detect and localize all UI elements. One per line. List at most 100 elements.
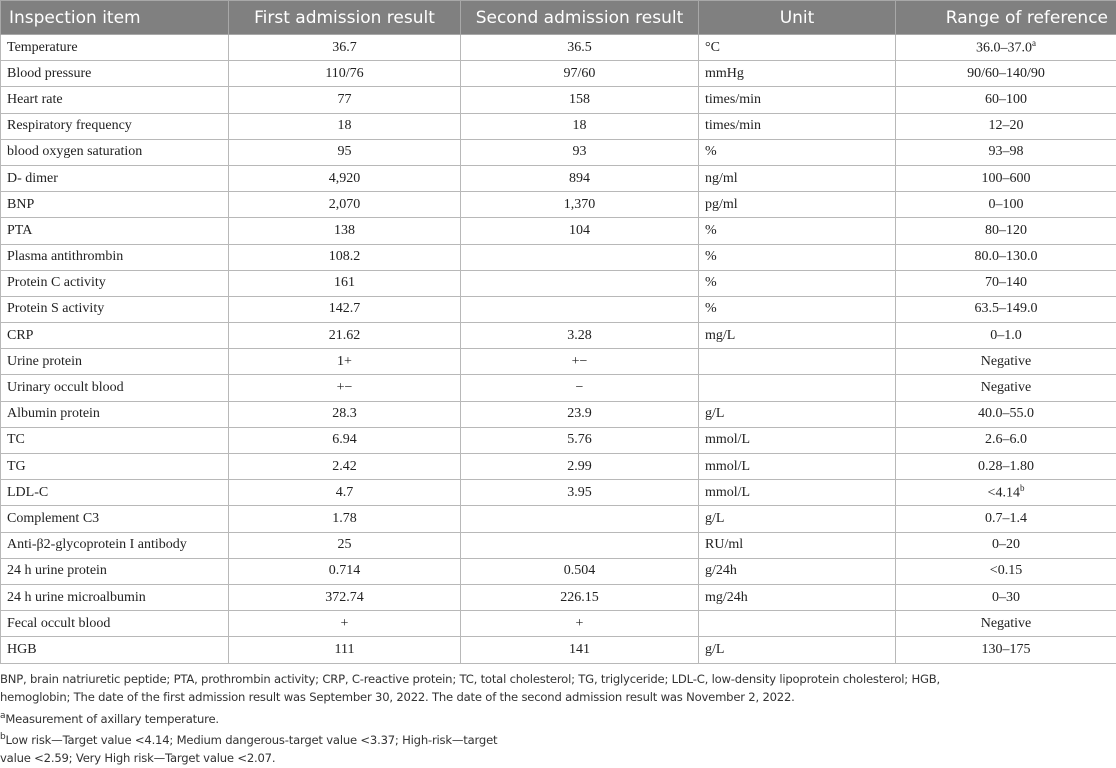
cell-second-text: 23.9 (567, 406, 592, 421)
cell-second: 0.504 (461, 558, 699, 584)
cell-first-text: 1+ (337, 354, 352, 369)
cell-first-text: 108.2 (329, 249, 361, 264)
cell-second: 2.99 (461, 454, 699, 480)
cell-item: HGB (1, 637, 229, 663)
cell-item: 24 h urine microalbumin (1, 584, 229, 610)
cell-second: 894 (461, 165, 699, 191)
header-range: Range of reference (896, 1, 1116, 35)
cell-first: 18 (229, 113, 461, 139)
cell-second-text: 2.99 (567, 459, 592, 474)
cell-second-text: 894 (569, 171, 590, 186)
cell-range: 40.0–55.0 (896, 401, 1116, 427)
cell-unit-text: mg/L (705, 328, 735, 343)
cell-first: 138 (229, 218, 461, 244)
cell-range: <0.15 (896, 558, 1116, 584)
cell-range: 100–600 (896, 165, 1116, 191)
cell-first: 4,920 (229, 165, 461, 191)
cell-unit: mmol/L (699, 454, 896, 480)
cell-item: TC (1, 427, 229, 453)
cell-first: 0.714 (229, 558, 461, 584)
cell-item-text: CRP (7, 328, 33, 343)
cell-second: 141 (461, 637, 699, 663)
cell-second: 104 (461, 218, 699, 244)
cell-first-text: 2,070 (329, 197, 361, 212)
cell-item-text: 24 h urine protein (7, 563, 107, 578)
cell-item-text: Blood pressure (7, 66, 91, 81)
cell-item: PTA (1, 218, 229, 244)
cell-item-text: 24 h urine microalbumin (7, 590, 146, 605)
cell-range: 0–20 (896, 532, 1116, 558)
table-row: Protein C activity 161%70–140 (1, 270, 1116, 296)
cell-unit-text: g/L (705, 511, 724, 526)
cell-second: 93 (461, 139, 699, 165)
cell-unit: % (699, 218, 896, 244)
cell-range-text: 40.0–55.0 (978, 406, 1034, 421)
cell-first: 36.7 (229, 35, 461, 61)
cell-first: 111 (229, 637, 461, 663)
cell-unit: g/L (699, 401, 896, 427)
cell-item-text: Respiratory frequency (7, 118, 132, 133)
cell-second-text: 36.5 (567, 40, 592, 55)
cell-first: 142.7 (229, 296, 461, 322)
cell-unit: times/min (699, 113, 896, 139)
cell-item-text: TC (7, 432, 25, 447)
cell-first: 108.2 (229, 244, 461, 270)
cell-second-text: 1,370 (564, 197, 596, 212)
cell-second-text: − (576, 380, 584, 395)
cell-range-text: Negative (981, 616, 1032, 631)
cell-first: 161 (229, 270, 461, 296)
cell-second: 36.5 (461, 35, 699, 61)
cell-item: blood oxygen saturation (1, 139, 229, 165)
cell-unit: mmol/L (699, 480, 896, 506)
cell-second-text: 226.15 (560, 590, 599, 605)
cell-range-text: 80–120 (985, 223, 1027, 238)
cell-first: 2.42 (229, 454, 461, 480)
cell-range: 80–120 (896, 218, 1116, 244)
cell-second-text: 0.504 (564, 563, 596, 578)
cell-range-text: 0–100 (989, 197, 1024, 212)
cell-range: 2.6–6.0 (896, 427, 1116, 453)
cell-first-text: 110/76 (325, 66, 363, 81)
cell-first-text: 28.3 (332, 406, 357, 421)
cell-unit: % (699, 270, 896, 296)
cell-item-text: Anti-β2-glycoprotein I antibody (7, 537, 187, 552)
cell-unit: mmHg (699, 61, 896, 87)
cell-first: 2,070 (229, 192, 461, 218)
cell-second-text: 93 (573, 144, 587, 159)
cell-first: 28.3 (229, 401, 461, 427)
cell-item: BNP (1, 192, 229, 218)
cell-range-text: <4.14 (988, 486, 1020, 501)
cell-item: CRP (1, 323, 229, 349)
cell-first-text: 36.7 (332, 40, 357, 55)
cell-item-text: Plasma antithrombin (7, 249, 123, 264)
cell-second: 97/60 (461, 61, 699, 87)
cell-range-text: 2.6–6.0 (985, 432, 1027, 447)
cell-unit: g/24h (699, 558, 896, 584)
cell-range-text: 90/60–140/90 (967, 66, 1045, 81)
cell-item-text: D- dimer (7, 171, 58, 186)
cell-item: LDL-C (1, 480, 229, 506)
cell-unit-text: RU/ml (705, 537, 743, 552)
lab-results-table: Inspection item First admission result S… (0, 0, 1116, 664)
cell-unit-text: times/min (705, 118, 761, 133)
cell-unit-text: g/24h (705, 563, 737, 578)
cell-unit (699, 375, 896, 401)
cell-unit: g/L (699, 506, 896, 532)
cell-first: 372.74 (229, 584, 461, 610)
table-row: Urinary occult blood+−−Negative (1, 375, 1116, 401)
abbrev-line: hemoglobin; The date of the first admiss… (0, 690, 795, 704)
cell-first-text: 2.42 (332, 459, 357, 474)
cell-unit: times/min (699, 87, 896, 113)
cell-item-text: Protein C activity (7, 275, 106, 290)
cell-item-text: Complement C3 (7, 511, 99, 526)
cell-second-text: 97/60 (564, 66, 596, 81)
cell-item-text: Fecal occult blood (7, 616, 110, 631)
cell-second: 5.76 (461, 427, 699, 453)
cell-item-text: Urine protein (7, 354, 82, 369)
cell-item: Respiratory frequency (1, 113, 229, 139)
cell-range: 70–140 (896, 270, 1116, 296)
cell-range: Negative (896, 375, 1116, 401)
